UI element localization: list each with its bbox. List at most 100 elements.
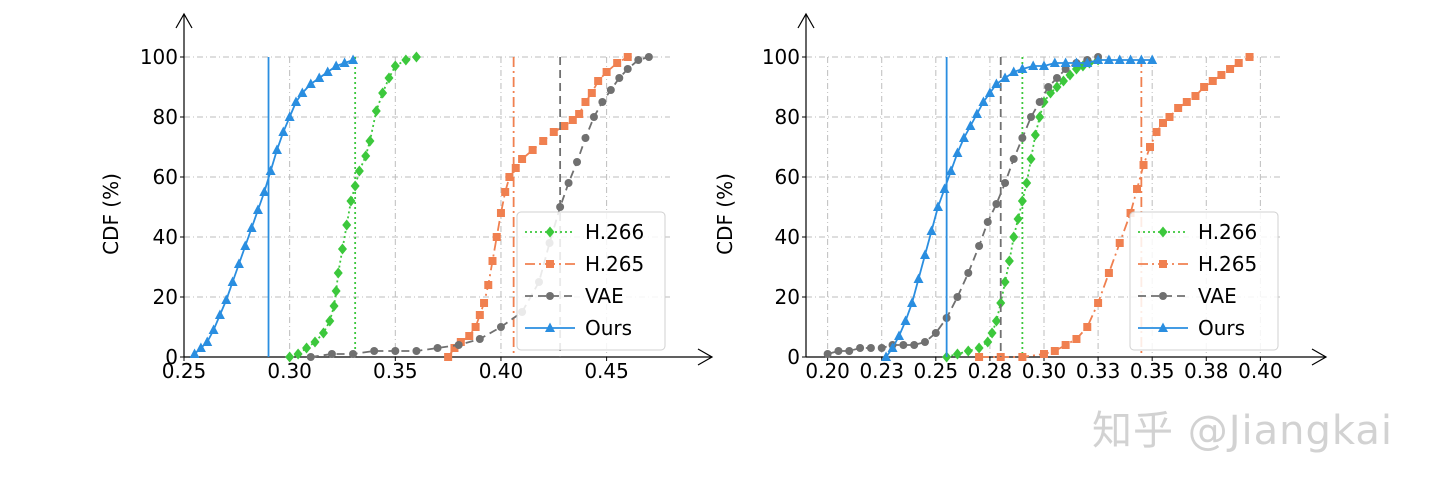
series-vae [823, 53, 1103, 358]
data-point [365, 135, 375, 147]
grid [183, 56, 670, 357]
data-point [560, 122, 569, 130]
data-point [1040, 350, 1048, 358]
data-point [346, 195, 356, 207]
data-point [587, 89, 596, 97]
data-point [214, 309, 225, 319]
data-point [1126, 209, 1135, 217]
data-point [877, 344, 886, 352]
y-axis-arrow-icon [175, 12, 193, 29]
data-point [1191, 92, 1200, 100]
data-point [496, 209, 505, 217]
x-tick-label: 0.25 [914, 359, 959, 383]
data-point [1234, 59, 1243, 67]
data-point [1001, 179, 1010, 187]
data-point [454, 341, 463, 349]
data-point [634, 56, 643, 64]
data-point [899, 341, 908, 349]
legend-marker [1159, 292, 1167, 300]
data-point [971, 108, 982, 118]
data-point [329, 300, 339, 312]
y-tick-label: 20 [775, 285, 800, 309]
x-tick-label: 0.40 [1238, 359, 1283, 383]
data-point [1094, 299, 1103, 307]
data-point [195, 342, 206, 352]
legend-label: VAE [585, 284, 624, 308]
data-point [1027, 113, 1036, 121]
data-point [305, 78, 316, 88]
data-point [1152, 128, 1161, 136]
y-tick-label: 80 [775, 105, 800, 129]
data-point [297, 87, 308, 97]
data-point [1165, 113, 1174, 121]
x-axis-arrow-icon [1311, 348, 1328, 366]
x-tick-label: 0.33 [1076, 359, 1121, 383]
legend-marker [1158, 226, 1168, 238]
y-tick-label: 100 [140, 45, 178, 69]
data-point [1083, 323, 1092, 331]
data-point [480, 299, 489, 307]
data-point [1208, 77, 1217, 85]
data-point [931, 329, 940, 337]
data-point [342, 219, 352, 231]
data-point [594, 77, 603, 85]
data-point [992, 200, 1001, 208]
data-point [1009, 155, 1018, 163]
legend-label: H.265 [1198, 252, 1257, 276]
data-point [623, 65, 632, 73]
data-point [939, 183, 950, 193]
data-point [1071, 57, 1082, 67]
series-ours [189, 54, 359, 358]
data-point [314, 72, 325, 82]
data-point [573, 158, 582, 166]
data-point [246, 222, 257, 232]
y-tick-label: 40 [153, 225, 178, 249]
data-point [958, 132, 969, 142]
data-point [991, 78, 1002, 88]
x-tick-label: 0.35 [1130, 359, 1175, 383]
legend-marker [1159, 260, 1167, 268]
legend-label: H.266 [1198, 220, 1257, 244]
data-point [227, 276, 238, 286]
data-point [240, 240, 251, 250]
legend-label: H.265 [585, 252, 644, 276]
data-point [265, 165, 276, 175]
right-cdf-chart: 0.20 0.23 0.25 0.28 0.30 0.33 0.35 0.38 0.40 0 20 4… [713, 12, 1328, 383]
data-point [953, 293, 962, 301]
y-axis-title: CDF (%) [99, 173, 123, 255]
data-point [900, 315, 911, 325]
data-point [932, 201, 943, 211]
data-point [1018, 353, 1027, 361]
data-point [1159, 119, 1167, 127]
data-point [221, 294, 232, 304]
data-point [465, 332, 474, 340]
data-point [252, 204, 263, 214]
data-point [913, 273, 924, 283]
legend-marker [1158, 322, 1168, 332]
series-line [193, 59, 354, 355]
data-point [1009, 231, 1019, 243]
data-point [964, 269, 973, 277]
data-point [1182, 98, 1191, 106]
data-point [602, 68, 611, 76]
data-point [983, 218, 992, 226]
data-point [975, 353, 984, 361]
y-tick-label: 20 [153, 285, 178, 309]
data-point [894, 330, 905, 340]
data-point [450, 344, 459, 352]
data-point [1017, 63, 1028, 73]
data-point [1217, 71, 1226, 79]
data-point [1017, 195, 1027, 207]
data-point [475, 311, 484, 319]
data-point [1018, 134, 1027, 142]
data-point [1072, 335, 1081, 343]
series-line [885, 59, 1153, 358]
y-axis-arrow-icon [797, 12, 815, 29]
data-point [568, 116, 577, 124]
data-point [285, 351, 295, 363]
data-point [921, 338, 929, 346]
legend-box [1129, 211, 1279, 351]
data-point [318, 327, 328, 339]
data-point [866, 344, 875, 352]
